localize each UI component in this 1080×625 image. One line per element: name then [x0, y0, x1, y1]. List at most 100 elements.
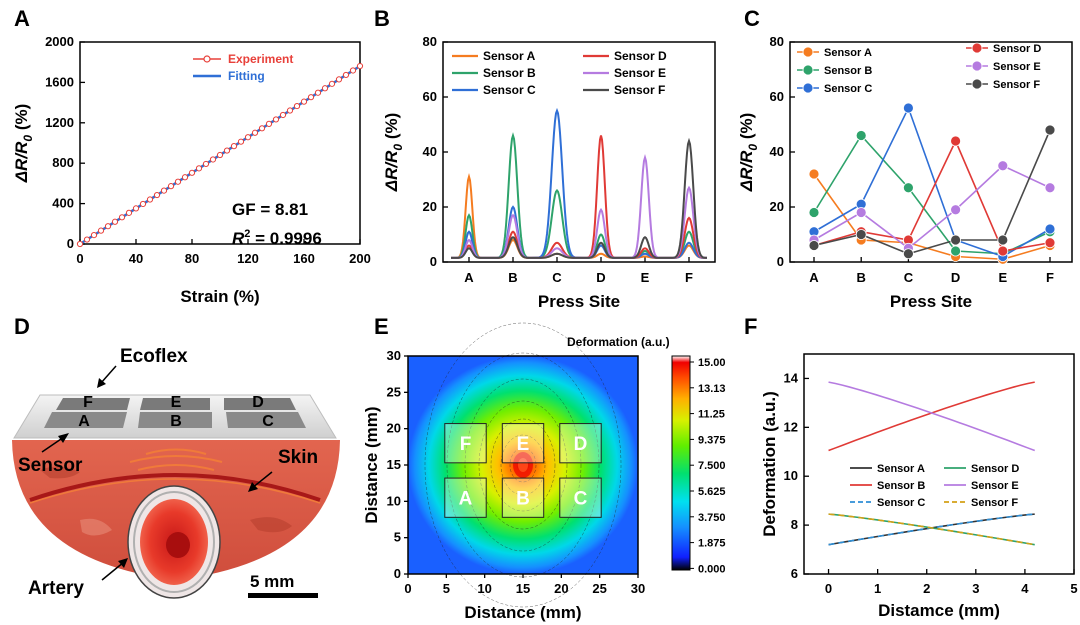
- pad-label-b: B: [170, 413, 182, 430]
- legend-experiment-marker: [203, 55, 211, 63]
- legend-label: Sensor E: [971, 480, 1019, 492]
- experiment-point: [237, 138, 245, 145]
- colorbar-tick-label: 9.375: [698, 434, 726, 446]
- scale-bar-label: 5 mm: [250, 572, 294, 591]
- y-tick-label: 0: [394, 566, 401, 581]
- pulse-wave: [129, 455, 223, 463]
- tissue-blotch: [80, 518, 112, 536]
- legend-label: Sensor C: [877, 497, 925, 509]
- y-tick-label: 80: [770, 34, 784, 49]
- skin-line: [29, 473, 321, 502]
- press-curve: [450, 153, 708, 259]
- legend-marker: [802, 46, 814, 58]
- panel-f-y-label: Deformation (a.u.): [760, 391, 779, 536]
- sensor-arrowhead: [58, 433, 69, 443]
- ecoflex-arrow: [100, 365, 117, 384]
- panel-a-y-label: ΔR/R0 (%): [12, 104, 35, 184]
- y-tick-label: 14: [784, 370, 799, 385]
- sensor-point: [1044, 237, 1056, 249]
- experiment-point: [83, 236, 91, 243]
- y-tick-label: 10: [387, 493, 401, 508]
- skin-label: Skin: [278, 447, 318, 468]
- experiment-point: [335, 76, 343, 83]
- pad-label-a: A: [78, 413, 90, 430]
- deformation-curve: [828, 381, 1036, 452]
- sensor-line: [813, 164, 1051, 250]
- sensor-pad-c: [226, 412, 306, 428]
- panel-f-series: [828, 381, 1036, 546]
- experiment-point: [167, 183, 175, 190]
- sensor-point: [1044, 182, 1056, 194]
- sensor-point: [903, 102, 914, 114]
- sensor-point: [997, 245, 1009, 257]
- panel-f-y-ticks: 6 8 10 12 14: [784, 370, 809, 581]
- x-tick-label: 1: [874, 581, 881, 596]
- legend-label: Sensor D: [993, 43, 1041, 55]
- experiment-point: [230, 143, 238, 150]
- sensor-point: [808, 240, 820, 251]
- pad-label-d: D: [252, 394, 264, 411]
- x-tick-label: B: [857, 270, 866, 285]
- colorbar: [671, 355, 691, 571]
- skin-arrow: [251, 471, 273, 489]
- experiment-point: [132, 205, 140, 212]
- panel-a: A 0 400 800 1200 1600 2000 0 40 80 120 160 200 Exp…: [12, 6, 371, 306]
- sensor-box-label: D: [574, 434, 588, 455]
- sensor-pad-d: [224, 398, 296, 410]
- panel-d-label: D: [14, 314, 30, 339]
- panel-e-x-ticks: 0 5 10 15 20 25 30: [404, 574, 645, 596]
- y-tick-label: 20: [770, 199, 784, 214]
- sensor-point: [855, 207, 867, 218]
- y-tick-label: 0: [67, 236, 74, 251]
- experiment-point: [160, 187, 168, 194]
- deformation-curve: [828, 513, 1035, 546]
- experiment-point: [279, 111, 287, 119]
- ecoflex-label: Ecoflex: [120, 346, 188, 367]
- experiment-point: [76, 240, 84, 248]
- y-tick-label: 12: [784, 419, 798, 434]
- sensor-line: [813, 173, 1051, 261]
- panel-b-legend: Sensor A Sensor B Sensor C Sensor D Sensor E…: [452, 49, 667, 97]
- panel-a-x-label: Strain (%): [180, 287, 259, 306]
- contour-line: [478, 400, 568, 530]
- deformation-curve: [828, 381, 1035, 452]
- x-tick-label: C: [552, 270, 562, 285]
- x-tick-label: A: [464, 270, 474, 285]
- press-curve: [450, 173, 708, 259]
- colorbar-tick-label: 11.25: [698, 409, 725, 421]
- legend-label: Sensor A: [877, 463, 925, 475]
- panel-b-label: B: [374, 6, 390, 31]
- experiment-point: [244, 134, 252, 141]
- y-tick-label: 6: [791, 566, 798, 581]
- press-curve: [450, 132, 708, 259]
- x-tick-label: 0: [404, 581, 411, 596]
- x-tick-label: A: [809, 270, 819, 285]
- experiment-point: [300, 98, 308, 105]
- pulse-wave: [145, 448, 207, 455]
- sensor-point: [808, 207, 820, 218]
- gf-annotation: GF = 8.81: [232, 200, 308, 219]
- experiment-point: [251, 129, 259, 136]
- x-tick-label: 80: [185, 251, 199, 266]
- legend-marker: [971, 78, 983, 90]
- y-tick-label: 60: [770, 89, 784, 104]
- sensor-box: [501, 423, 545, 464]
- x-tick-label: 0: [76, 251, 83, 266]
- colorbar-tick-label: 0.000: [698, 563, 726, 575]
- panel-a-y-ticks: 0 400 800 1200 1600 2000: [45, 34, 85, 251]
- x-tick-label: B: [508, 270, 517, 285]
- sensor-point: [950, 204, 961, 216]
- experiment-point: [174, 178, 182, 185]
- legend-label: Sensor F: [971, 497, 1018, 509]
- x-tick-label: D: [596, 270, 605, 285]
- x-tick-label: 5: [443, 581, 450, 596]
- contour-line: [446, 352, 600, 578]
- legend-label: Sensor A: [483, 49, 536, 63]
- y-tick-label: 10: [784, 468, 798, 483]
- panel-e: E F E D A B C 0 5 10 15 20 25 30 0 5 10 15 20 25 30 Defor…: [362, 314, 726, 622]
- experiment-point: [202, 160, 210, 168]
- experiment-point: [223, 147, 231, 154]
- legend-label: Sensor F: [993, 79, 1040, 91]
- sensor-box-label: B: [516, 489, 530, 510]
